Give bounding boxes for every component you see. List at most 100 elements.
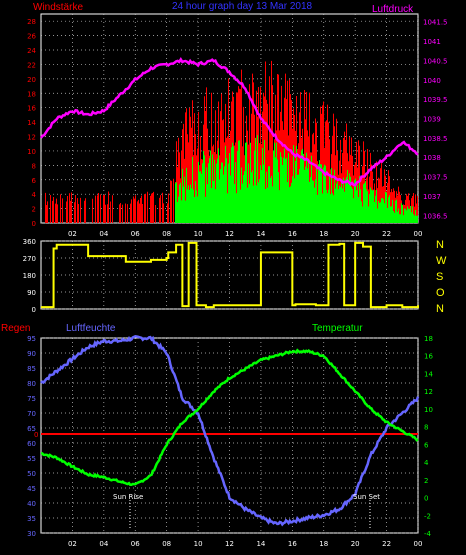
time-tick: 02	[68, 540, 77, 548]
time-tick: 12	[225, 540, 234, 548]
pressure-line	[39, 57, 419, 187]
compass-letter: W	[436, 255, 447, 267]
time-tick: 00	[414, 230, 423, 238]
wind-speed-tick: 28	[27, 18, 36, 26]
humidity-tick: 80	[27, 380, 36, 388]
pressure-tick: 1039	[423, 116, 441, 124]
temperature-tick: 10	[424, 406, 433, 414]
temperature-tick: 6	[424, 441, 429, 449]
time-tick: 10	[194, 540, 203, 548]
humidity-tick: 55	[27, 455, 36, 463]
humidity-tick: 75	[27, 395, 36, 403]
wind-speed-tick: 24	[27, 47, 36, 55]
wind-direction-line	[41, 241, 419, 309]
wind-speed-tick: 26	[27, 33, 36, 41]
temperature-tick: 16	[424, 353, 433, 361]
humidity-tick: 35	[27, 515, 36, 523]
pressure-tick: 1039.5	[423, 96, 448, 104]
pressure-tick: 1041	[423, 38, 441, 46]
compass-letter: O	[436, 287, 445, 299]
time-tick: 14	[256, 540, 265, 548]
pressure-tick: 1038	[423, 154, 441, 162]
temperature-tick: 14	[424, 370, 433, 378]
humidity-tick: 45	[27, 485, 36, 493]
time-tick: 16	[288, 540, 297, 548]
humidity-label: Luftfeuchte	[66, 323, 116, 334]
time-tick: 02	[68, 230, 77, 238]
temperature-tick: -2	[424, 512, 431, 520]
time-tick: 08	[162, 540, 171, 548]
pressure-tick: 1036.5	[423, 212, 448, 220]
temperature-label: Temperatur	[312, 323, 363, 334]
wind-speed-tick: 4	[32, 191, 37, 199]
direction-tick: 180	[23, 272, 36, 280]
humidity-tick: 90	[27, 350, 36, 358]
time-tick: 18	[319, 230, 328, 238]
wind-speed-tick: 22	[27, 61, 36, 69]
time-tick: 14	[256, 230, 265, 238]
humidity-tick: 30	[27, 530, 36, 538]
compass-letter: S	[436, 271, 443, 283]
direction-tick: 360	[23, 238, 36, 246]
wind-speed-tick: 8	[32, 162, 36, 170]
wind-label: Windstärke	[33, 2, 83, 13]
wind-speed-tick: 20	[27, 76, 36, 84]
temperature-tick: 12	[424, 388, 433, 396]
wind-speed-tick: 10	[27, 148, 36, 156]
time-tick: 20	[351, 540, 360, 548]
pressure-tick: 1037.5	[423, 174, 448, 182]
compass-letter: N	[436, 239, 444, 251]
humidity-tick: 50	[27, 470, 36, 478]
time-tick: 00	[414, 540, 423, 548]
humidity-line	[40, 335, 420, 527]
pressure-tick: 1038.5	[423, 135, 448, 143]
sunset-label: Sun Set	[353, 493, 380, 501]
pressure-label: Luftdruck	[372, 4, 414, 15]
time-tick: 08	[162, 230, 171, 238]
humidity-tick: 60	[27, 440, 36, 448]
time-tick: 06	[131, 230, 140, 238]
humidity-tick: 85	[27, 365, 36, 373]
sunrise-label: Sun Rise	[113, 493, 143, 501]
wind-speed-tick: 12	[27, 134, 36, 142]
wind-speed-tick: 2	[32, 206, 36, 214]
time-tick: 22	[382, 540, 391, 548]
rain-label: Regen	[1, 323, 30, 334]
rain-zero-tick: 0	[34, 431, 38, 439]
temperature-tick: 4	[424, 459, 429, 467]
pressure-tick: 1037	[423, 193, 441, 201]
temperature-tick: 0	[424, 495, 428, 503]
time-tick: 06	[131, 540, 140, 548]
temperature-line	[40, 348, 419, 487]
wind-speed-tick: 0	[32, 220, 36, 228]
wind-speed-tick: 16	[27, 105, 36, 113]
time-tick: 04	[99, 540, 108, 548]
wind-speed-tick: 18	[27, 90, 36, 98]
humidity-tick: 95	[27, 335, 36, 343]
humidity-tick: 40	[27, 500, 36, 508]
temperature-tick: 2	[424, 477, 428, 485]
time-tick: 18	[319, 540, 328, 548]
humidity-tick: 65	[27, 425, 36, 433]
time-tick: 10	[194, 230, 203, 238]
humidity-tick: 70	[27, 410, 36, 418]
direction-tick: 0	[32, 306, 36, 314]
temperature-tick: 18	[424, 335, 433, 343]
wind-speed-tick: 6	[32, 177, 37, 185]
direction-tick: 90	[27, 289, 36, 297]
pressure-tick: 1040.5	[423, 57, 448, 65]
wind-speed-tick: 14	[27, 119, 36, 127]
pressure-tick: 1041.5	[423, 19, 448, 27]
time-tick: 22	[382, 230, 391, 238]
temperature-tick: 8	[424, 424, 428, 432]
compass-letter: N	[436, 303, 444, 315]
temperature-tick: -4	[424, 530, 432, 538]
time-tick: 20	[351, 230, 360, 238]
chart-title: 24 hour graph day 13 Mar 2018	[172, 1, 313, 12]
pressure-tick: 1040	[423, 77, 441, 85]
time-tick: 12	[225, 230, 234, 238]
time-tick: 04	[99, 230, 108, 238]
time-tick: 16	[288, 230, 297, 238]
direction-tick: 270	[23, 255, 36, 263]
